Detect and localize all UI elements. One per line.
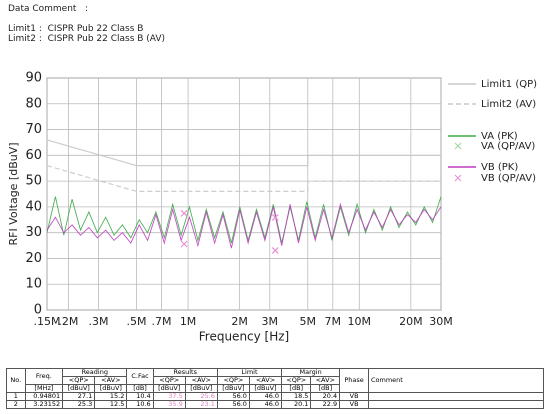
y-tick-label: 30 bbox=[25, 225, 42, 240]
table-cell bbox=[368, 392, 544, 401]
y-tick-label: 70 bbox=[25, 122, 42, 137]
x-tick-label: 7M bbox=[325, 315, 342, 328]
table-cell: 23.1 bbox=[184, 400, 218, 409]
series-line bbox=[46, 202, 442, 249]
legend-marker bbox=[454, 142, 462, 150]
legend-label: Limit1 (QP) bbox=[481, 79, 537, 90]
x-tick-label: 2M bbox=[231, 315, 248, 328]
table-cell: Freq. bbox=[24, 368, 64, 385]
table-cell: No. bbox=[6, 368, 26, 393]
table-cell: Phase bbox=[339, 368, 369, 393]
x-tick-label: .15M bbox=[34, 315, 61, 328]
x-tick-label: 20M bbox=[399, 315, 423, 328]
chart: RFI Voltage [dBuV] Frequency [Hz] 0 10 20 3… bbox=[7, 71, 537, 344]
y-tick-label: 40 bbox=[25, 199, 42, 214]
legend-label: VB (PK) bbox=[481, 162, 518, 173]
marker bbox=[271, 247, 279, 254]
series-line bbox=[46, 165, 441, 192]
table-cell: 35.9 bbox=[152, 400, 186, 409]
x-axis-title: Frequency [Hz] bbox=[199, 330, 290, 344]
table-cell: 3.23152 bbox=[24, 400, 64, 409]
table-cell: 25.3 bbox=[62, 400, 96, 409]
x-tick-label: 3M bbox=[262, 315, 279, 328]
table-cell: 56.0 bbox=[216, 400, 250, 409]
table-row: [MHz] [dBuV] [dBuV] [dB] [dBuV] [dBuV] [dBuV][… bbox=[7, 384, 544, 393]
table-cell: VB bbox=[339, 400, 369, 409]
result-table: No. Freq. Reading C.Fac Results Limit Margin Ph… bbox=[6, 368, 544, 409]
y-tick-label: 50 bbox=[25, 174, 42, 189]
table-cell: 2 bbox=[6, 400, 26, 409]
x-tick-label: 30M bbox=[429, 315, 453, 328]
y-tick-label: 80 bbox=[25, 96, 42, 111]
limit1-label: Limit1 : CISPR Pub 22 Class B bbox=[8, 24, 144, 34]
y-tick-label: 60 bbox=[25, 148, 42, 163]
x-tick-label: 5M bbox=[300, 315, 317, 328]
table-cell: 10.6 bbox=[126, 400, 154, 409]
series-line bbox=[46, 139, 441, 167]
table-row: 2 3.23152 25.3 12.5 10.6 35.9 23.1 56.0 46.0 20.1… bbox=[6, 400, 544, 409]
legend-label: Limit2 (AV) bbox=[481, 99, 536, 110]
legend-marker bbox=[454, 174, 462, 182]
legend-label: VA (QP/AV) bbox=[481, 141, 535, 152]
table-cell: 20.1 bbox=[281, 400, 312, 409]
x-tick-label: 10M bbox=[348, 315, 372, 328]
legend-label: VA (PK) bbox=[481, 131, 518, 142]
table-row: No. Freq. Reading C.Fac Results Limit Margin Ph… bbox=[6, 368, 544, 393]
y-axis-title: RFI Voltage [dBuV] bbox=[7, 142, 20, 245]
table-cell: 22.9 bbox=[310, 400, 341, 409]
y-tick-label: 90 bbox=[25, 71, 42, 86]
y-tick-label: 10 bbox=[25, 277, 42, 292]
table-cell bbox=[368, 400, 544, 409]
limit2-label: Limit2 : CISPR Pub 22 Class B (AV) bbox=[8, 34, 166, 44]
legend-label: VB (QP/AV) bbox=[481, 173, 536, 184]
table-cell: Comment bbox=[368, 368, 544, 393]
series-line bbox=[46, 196, 442, 244]
marker bbox=[180, 240, 188, 248]
table-cell: 12.5 bbox=[94, 400, 128, 409]
x-tick-label: .7M bbox=[152, 315, 172, 328]
table-cell: C.Fac bbox=[126, 368, 154, 385]
x-tick-label: 1M bbox=[180, 315, 197, 328]
x-tick-label: .5M bbox=[127, 315, 147, 328]
marker bbox=[271, 214, 279, 221]
marker bbox=[180, 209, 188, 217]
table-cell: 46.0 bbox=[248, 400, 283, 409]
data-comment: Data Comment : bbox=[8, 4, 89, 14]
y-tick-label: 20 bbox=[25, 251, 42, 266]
plot-area bbox=[46, 77, 442, 311]
x-tick-label: .2M bbox=[58, 315, 78, 328]
y-tick-label: 0 bbox=[34, 303, 42, 318]
x-tick-label: .3M bbox=[89, 315, 109, 328]
